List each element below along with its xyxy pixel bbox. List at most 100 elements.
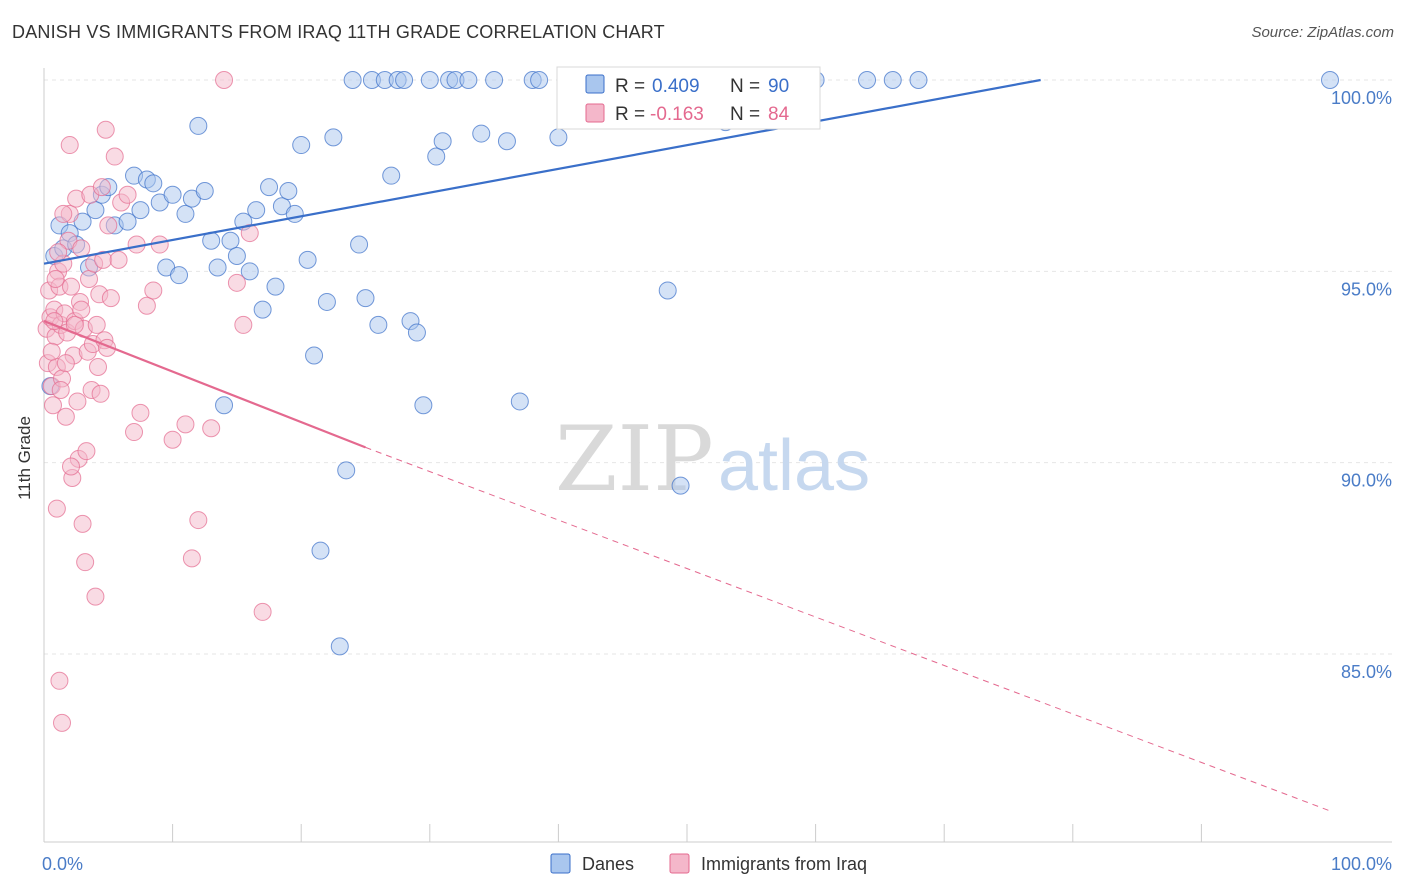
iraq-point-33 — [80, 269, 99, 288]
x-tick-label-0: 0.0% — [42, 854, 83, 874]
watermark-atlas: atlas — [718, 426, 870, 506]
danes-point-47 — [343, 71, 362, 89]
danes-point-23 — [189, 116, 208, 135]
iraq-point-40 — [89, 358, 108, 376]
iraq-point-63 — [189, 511, 208, 530]
legend-n-label-iraq: N = — [730, 104, 760, 125]
legend-r-label-danes: R = — [615, 76, 645, 97]
danes-point-87 — [883, 71, 902, 89]
iraq-point-24 — [68, 392, 87, 411]
iraq-point-66 — [227, 273, 246, 292]
danes-point-88 — [909, 71, 928, 89]
iraq-trend-extension — [365, 446, 1331, 812]
iraq-point-15 — [56, 407, 75, 426]
legend-r-value-iraq: -0.163 — [650, 104, 704, 125]
iraq-point-39 — [87, 315, 106, 334]
danes-point-37 — [279, 181, 298, 200]
danes-point-64 — [459, 71, 478, 89]
source-label: Source: ZipAtlas.com — [1251, 24, 1394, 41]
trend-lines — [43, 78, 1331, 812]
iraq-point-72 — [53, 713, 72, 732]
danes-point-71 — [549, 128, 568, 147]
iraq-point-73 — [60, 136, 79, 155]
watermark-zip: ZIP — [555, 407, 714, 512]
danes-point-12 — [118, 212, 137, 231]
danes-point-33 — [253, 300, 272, 319]
danes-point-14 — [131, 201, 150, 220]
iraq-point-65 — [215, 71, 234, 89]
iraq-point-79 — [42, 342, 61, 361]
iraq-trend-line — [43, 320, 366, 449]
danes-point-42 — [311, 541, 330, 560]
iraq-point-5 — [44, 396, 63, 415]
legend-n-value-iraq: 84 — [768, 104, 790, 125]
iraq-point-60 — [163, 430, 182, 449]
iraq-point-83 — [46, 269, 65, 288]
iraq-point-19 — [62, 277, 81, 296]
danes-point-48 — [350, 235, 369, 254]
danes-point-31 — [240, 262, 259, 281]
danes-point-32 — [247, 201, 266, 220]
iraq-point-27 — [72, 239, 91, 258]
danes-point-39 — [292, 136, 311, 155]
iraq-point-74 — [54, 204, 73, 223]
danes-point-46 — [337, 461, 356, 480]
danes-point-38 — [285, 204, 304, 223]
iraq-point-48 — [99, 216, 118, 235]
iraq-point-76 — [49, 243, 68, 262]
danes-points — [41, 71, 1339, 656]
danes-point-40 — [298, 250, 317, 269]
danes-point-16 — [144, 174, 163, 193]
iraq-point-54 — [125, 423, 144, 442]
bottom-legend-label-danes: Danes — [582, 854, 634, 874]
danes-point-57 — [407, 323, 426, 342]
grid-lines — [44, 79, 1392, 655]
iraq-point-61 — [176, 415, 195, 434]
iraq-point-68 — [240, 224, 259, 243]
bottom-legend-label-iraq: Immigrants from Iraq — [701, 854, 867, 874]
danes-point-20 — [170, 266, 189, 285]
danes-point-79 — [658, 281, 677, 300]
iraq-point-38 — [86, 587, 105, 606]
y-tick-label-0: 100.0% — [1331, 88, 1392, 108]
danes-point-44 — [324, 128, 343, 147]
danes-point-49 — [356, 289, 375, 308]
legend-swatch-danes — [585, 74, 605, 94]
danes-point-61 — [433, 132, 452, 151]
danes-point-35 — [266, 277, 285, 296]
danes-point-70 — [530, 71, 549, 89]
iraq-points — [37, 71, 272, 732]
danes-point-65 — [472, 124, 491, 143]
legend: R = 0.409 N = 90 R = -0.163 N = 84 — [556, 66, 821, 130]
y-tick-label-1: 95.0% — [1341, 279, 1392, 299]
tick-labels: 100.0% 95.0% 90.0% 85.0% 0.0% 100.0% — [42, 88, 1392, 874]
danes-point-59 — [420, 71, 439, 89]
iraq-point-70 — [47, 499, 66, 518]
watermark: ZIP atlas — [555, 407, 870, 512]
danes-point-21 — [176, 204, 195, 223]
y-axis-title: 11th Grade — [15, 416, 34, 500]
iraq-point-57 — [137, 296, 156, 315]
x-tick-label-1: 100.0% — [1331, 854, 1392, 874]
legend-r-value-danes: 0.409 — [652, 76, 700, 97]
iraq-point-30 — [76, 553, 95, 572]
danes-point-60 — [427, 147, 446, 166]
iraq-point-42 — [91, 384, 110, 403]
danes-point-68 — [510, 392, 529, 411]
iraq-point-31 — [77, 442, 96, 461]
iraq-point-71 — [50, 671, 69, 690]
danes-point-55 — [395, 71, 414, 89]
iraq-point-62 — [182, 549, 201, 568]
danes-point-43 — [317, 292, 336, 311]
bottom-legend-swatch-iraq — [669, 853, 690, 874]
iraq-point-80 — [56, 354, 75, 373]
danes-point-26 — [208, 258, 227, 277]
danes-point-8 — [86, 201, 105, 220]
iraq-point-46 — [96, 120, 115, 139]
danes-point-66 — [485, 71, 504, 89]
bottom-legend: Danes Immigrants from Iraq — [550, 853, 867, 874]
legend-swatch-iraq — [585, 103, 605, 123]
danes-point-27 — [215, 396, 234, 415]
legend-n-label-danes: N = — [730, 76, 760, 97]
danes-point-58 — [414, 396, 433, 415]
